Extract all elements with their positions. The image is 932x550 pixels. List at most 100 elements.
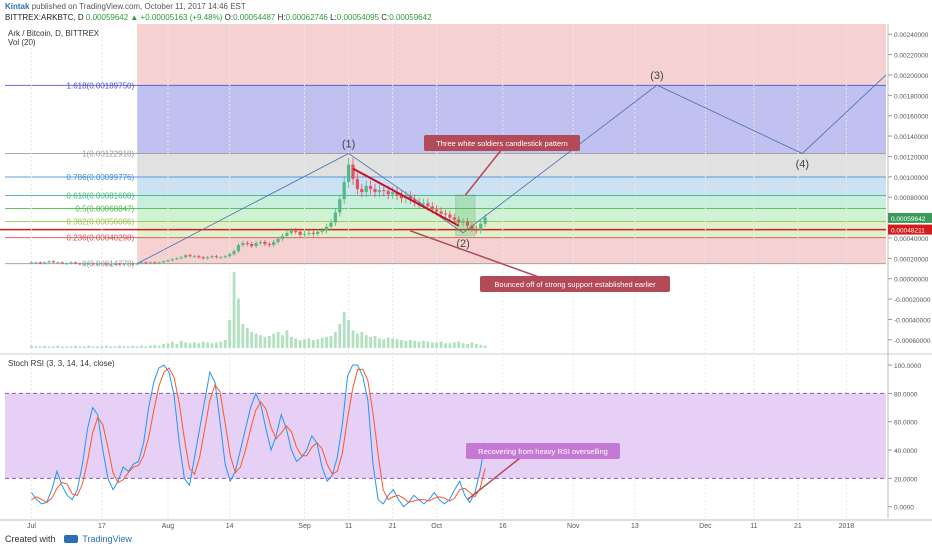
last-price-tag [888,212,932,223]
volume-bar [228,320,232,348]
author-name[interactable]: Kintak [5,2,30,11]
candle-body [413,199,417,203]
volume-bar [470,342,474,348]
candle-body [373,189,377,193]
volume-bar [347,320,350,348]
candle-body [153,262,157,264]
time-tick-label: Nov [567,523,580,530]
volume-bar [272,333,276,348]
candle-body [228,254,232,257]
candle-body [60,262,64,264]
price-tick-label: 0.00100000 [894,175,929,182]
volume-bar [276,332,280,348]
created-with-text: Created with [5,534,56,544]
candle-body [285,232,289,236]
volume-bar [474,344,478,348]
volume-bar [60,346,64,348]
time-tick-label: 16 [499,523,507,530]
candle-body [250,244,254,247]
candle-body [289,230,293,233]
candle-body [461,221,465,223]
published-line: Kintak published on TradingView.com, Oct… [5,2,246,11]
volume-bar [351,330,355,348]
candle-body [223,256,227,258]
candle-body [157,262,161,264]
candle-body [439,211,443,214]
volume-bar [369,336,373,348]
candle-body [399,195,404,199]
callout-white-soldiers-text: Three white soldiers candlestick pattern [436,139,568,148]
callout-white-soldiers [424,135,580,151]
candle-body [197,256,201,258]
price-tick-label: -0.00060000 [894,338,931,345]
candle-body [316,231,320,234]
volume-bar [373,336,377,348]
volume-bar [422,340,425,348]
tradingview-link[interactable]: TradingView [82,534,132,544]
volume-bar [215,342,218,348]
volume-bar [184,342,188,348]
volume-bar [148,345,152,348]
candle-body [144,262,148,264]
volume-bar [100,346,104,348]
volume-bar [342,312,346,348]
time-tick-label: Jul [27,523,36,530]
volume-bar [126,346,130,348]
candle-body [95,263,100,265]
volume-bar [241,324,245,348]
candle-body [126,263,130,265]
volume-bar [356,333,359,348]
volume-bar [466,344,469,348]
volume-bar [140,345,143,348]
candle-body [294,230,298,232]
candle-body [188,255,192,257]
volume-bar [47,346,51,348]
volume-bar [113,346,117,348]
rsi-d-line [31,367,486,504]
volume-bar [43,345,47,348]
candle-body [201,257,205,259]
candle-body [369,185,373,190]
volume-bar [329,336,333,348]
volume-bar [461,343,465,348]
candle-body [87,263,91,265]
wave-label: (2) [456,238,469,250]
volume-bar [91,346,95,348]
time-tick-label: Sep [298,523,311,530]
volume-bar [408,340,412,348]
candle-body [457,219,461,223]
fib-zone [137,237,886,264]
time-tick-label: 21 [794,523,802,530]
candle-body [219,257,223,259]
candle-body [448,214,452,218]
candle-body [161,261,166,263]
callout-rsi-pointer [467,457,521,501]
volume-bar [439,341,443,348]
volume-bar [325,336,328,348]
fib-level-label: 1(0.00122918) [82,149,134,158]
rsi-title: Stoch RSI (3, 3, 14, 14, close) [8,359,115,368]
candle-body [29,262,34,264]
volume-bar [364,335,368,348]
price-tick-label: 0.00080000 [894,195,929,202]
volume-bar [298,340,302,348]
volume-bar [201,341,205,348]
volume-bar [395,339,399,348]
time-tick-label: Aug [162,523,175,530]
volume-bar [34,346,38,348]
candle-body [241,243,245,246]
volume-bar [232,272,236,348]
candle-body [311,232,315,234]
volume-bar [452,342,456,348]
candle-body [329,222,333,227]
callout-white-soldiers-pointer [464,148,503,196]
volume-bar [448,343,452,348]
fib-level-label: 0(0.00014778) [82,260,134,269]
candle-body [82,263,86,265]
volume-bar [65,346,69,348]
candle-body [175,258,179,260]
rsi-tick-label: 80.0000 [894,391,918,398]
fib-level-label: 0.618(0.00081608) [67,192,135,201]
price-tick-label: 0.00000000 [894,277,929,284]
